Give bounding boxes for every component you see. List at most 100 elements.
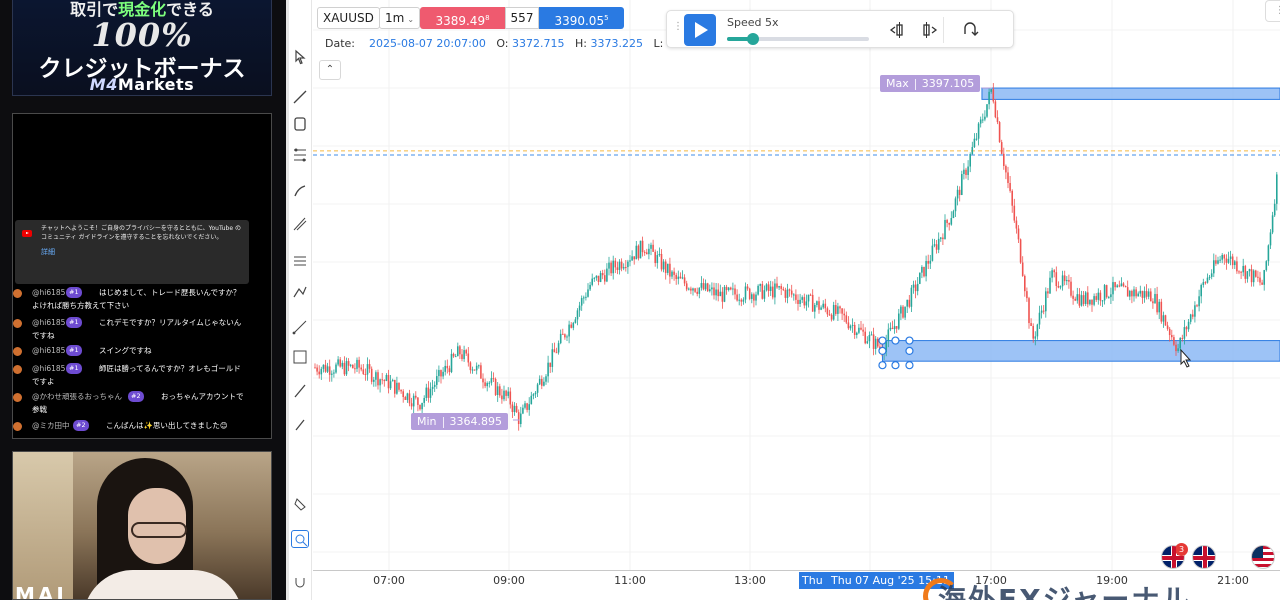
candle-body	[1105, 285, 1108, 298]
candle-body	[656, 255, 659, 264]
candle-body	[368, 364, 371, 369]
candle-body	[387, 374, 390, 389]
timeframe-selector[interactable]: 1m ⌄	[379, 7, 421, 29]
candle-body	[650, 244, 652, 249]
chat-username: @hi6185	[32, 318, 66, 327]
candle-body	[1101, 300, 1104, 302]
candle-body	[431, 386, 434, 389]
candle-body	[528, 404, 530, 410]
uk-event-flag-icon[interactable]	[1161, 545, 1185, 569]
step-forward-icon[interactable]	[917, 19, 939, 41]
buy-price-button[interactable]: 3390.055	[539, 7, 624, 29]
candle-body	[415, 395, 417, 398]
more-options-icon[interactable]: ⋮	[1265, 0, 1280, 22]
candle-body	[1093, 296, 1095, 305]
candle-body	[849, 325, 852, 329]
candle-body	[1246, 271, 1249, 279]
candle-body	[799, 299, 801, 304]
candle-body	[979, 119, 982, 124]
candle-body	[576, 310, 579, 320]
candle-body	[1171, 335, 1173, 338]
candle-body	[448, 368, 451, 373]
speed-slider[interactable]	[727, 33, 869, 45]
magnet-tool-icon[interactable]	[291, 572, 309, 590]
live-chat[interactable]: チャットへようこそ！ご自身のプライバシーを守るとともに、YouTube のコミュ…	[12, 113, 272, 439]
eraser-tool-icon[interactable]	[291, 495, 309, 513]
candle-body	[398, 382, 400, 390]
drag-handle-icon[interactable]: ⋮⋮	[673, 21, 693, 32]
candle-body	[564, 334, 566, 338]
price-chart[interactable]	[313, 0, 1280, 570]
candle-body	[326, 366, 329, 372]
zone-resize-handle	[878, 346, 887, 355]
candle-body	[1070, 281, 1072, 296]
trendline-tool-icon[interactable]	[291, 88, 309, 106]
candle-body	[1021, 262, 1024, 276]
candle-body	[536, 384, 539, 393]
uk-event-flag-icon[interactable]	[1192, 545, 1216, 569]
channel-tool-icon[interactable]	[291, 252, 309, 270]
candle-body	[482, 378, 484, 383]
candle-body	[1189, 314, 1192, 322]
exit-replay-icon[interactable]	[959, 19, 981, 41]
time-tick-label: 11:00	[614, 574, 646, 587]
ruler-tool-icon[interactable]	[291, 348, 309, 366]
broker-logo-name: Markets	[117, 75, 195, 94]
candle-body	[1166, 325, 1169, 329]
us-event-flag-icon[interactable]	[1251, 545, 1275, 569]
collapse-legend-button[interactable]: ⌃	[319, 60, 341, 80]
candle-body	[958, 189, 961, 195]
candle-body	[1038, 312, 1041, 325]
chat-welcome-link[interactable]: 詳細	[41, 248, 55, 256]
measure-tool-icon[interactable]	[291, 318, 309, 336]
candle-body	[459, 346, 461, 355]
candle-body	[709, 289, 711, 292]
candle-body	[629, 260, 631, 262]
candle-body	[1183, 327, 1186, 339]
sell-price-button[interactable]: 3389.498	[420, 7, 505, 29]
candle-body	[1103, 285, 1106, 301]
fib-tool-icon[interactable]	[291, 146, 309, 164]
candle-body	[1160, 301, 1163, 322]
candle-body	[927, 261, 929, 264]
candle-body	[1061, 275, 1064, 287]
rectangle-tool-icon[interactable]	[291, 115, 309, 133]
candle-body	[730, 287, 732, 290]
candle-body	[944, 220, 946, 240]
candle-body	[690, 288, 692, 291]
play-button[interactable]	[684, 14, 716, 46]
text-tool-icon[interactable]	[291, 382, 309, 400]
pen-tool-icon[interactable]	[291, 415, 309, 433]
pitchfork-tool-icon[interactable]	[291, 215, 309, 233]
candle-body	[1240, 271, 1242, 273]
candle-body	[461, 354, 463, 360]
symbol-selector[interactable]: XAUUSD	[317, 7, 380, 29]
speed-slider-handle[interactable]	[746, 33, 759, 45]
candle-body	[465, 350, 467, 354]
candle-body	[333, 372, 335, 374]
candle-body	[1259, 277, 1261, 283]
candle-body	[1223, 254, 1226, 259]
candle-body	[1204, 282, 1207, 284]
time-axis[interactable]: 07:00 09:00 11:00 13:00 17:00 19:00 21:00 Thu …	[313, 570, 1280, 600]
candle-body	[921, 266, 923, 273]
chart-area[interactable]: XAUUSD 1m ⌄ 3389.498 557 3390.055 Date: 2…	[313, 0, 1280, 600]
candle-body	[933, 244, 936, 246]
candle-body	[331, 373, 333, 375]
zoom-tool-icon[interactable]	[291, 530, 309, 548]
candle-body	[454, 356, 457, 358]
brush-tool-icon[interactable]	[291, 182, 309, 200]
chat-username: @hi6185	[32, 346, 66, 355]
candle-body	[717, 289, 719, 297]
path-tool-icon[interactable]	[291, 283, 309, 301]
chat-message-continuation: よければ勝ち方教えて下さい	[32, 301, 130, 310]
candle-body	[507, 391, 509, 396]
candle-body	[824, 303, 827, 309]
candle-body	[345, 361, 348, 375]
step-back-icon[interactable]	[888, 19, 910, 41]
candle-body	[994, 101, 997, 118]
candle-body	[967, 166, 969, 175]
cursor-tool-icon[interactable]	[291, 48, 309, 66]
max-label: Max	[886, 77, 909, 90]
candle-body	[1133, 289, 1135, 297]
